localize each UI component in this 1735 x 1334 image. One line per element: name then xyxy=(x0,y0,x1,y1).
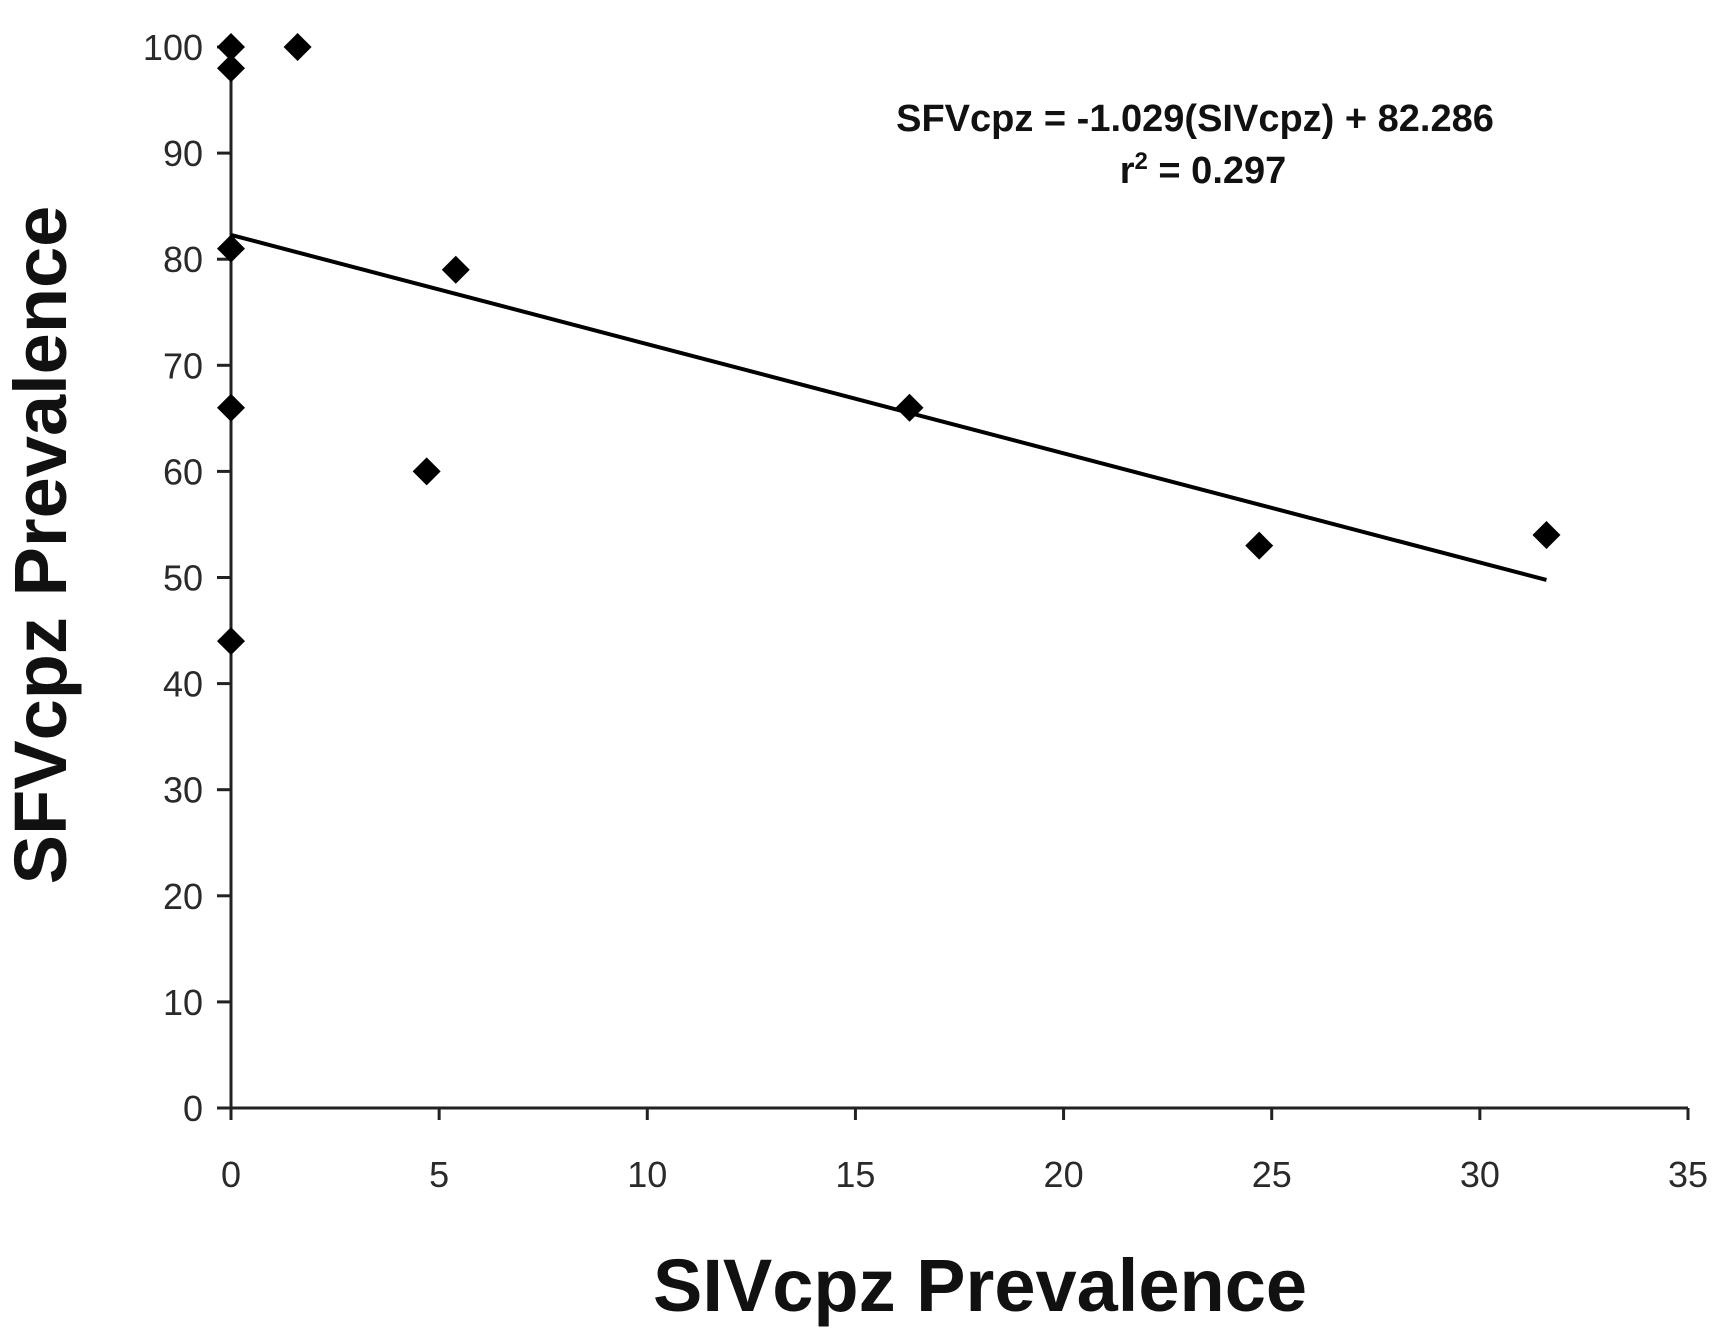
r-squared-value: = 0.297 xyxy=(1148,150,1286,192)
data-point xyxy=(1532,521,1561,550)
data-point xyxy=(217,234,245,263)
x-axis-ticks: 0 5 10 15 20 25 30 35 xyxy=(221,1108,1708,1195)
regression-trendline xyxy=(230,233,1547,582)
x-tick-label: 10 xyxy=(627,1154,667,1195)
r-squared-label: r2 = 0.297 xyxy=(1120,148,1287,192)
y-tick-label: 60 xyxy=(163,451,203,492)
x-tick-label: 20 xyxy=(1044,1154,1084,1195)
data-point xyxy=(217,54,245,83)
data-point xyxy=(412,457,441,486)
data-point xyxy=(217,627,245,656)
y-tick-label: 50 xyxy=(163,558,203,599)
y-tick-label: 40 xyxy=(163,664,203,705)
y-tick-label: 70 xyxy=(163,345,203,386)
x-tick-label: 35 xyxy=(1668,1154,1708,1195)
regression-equation: SFVcpz = -1.029(SIVcpz) + 82.286 xyxy=(896,98,1494,140)
y-tick-label: 20 xyxy=(163,876,203,917)
trendline-group xyxy=(230,233,1547,582)
y-tick-label: 10 xyxy=(163,982,203,1023)
y-axis-title: SFVcpz Prevalence xyxy=(0,206,82,885)
data-point xyxy=(283,33,312,61)
x-tick-label: 25 xyxy=(1252,1154,1292,1195)
data-point xyxy=(895,393,924,422)
data-point xyxy=(217,33,245,61)
axes xyxy=(229,47,1688,1110)
data-point xyxy=(441,255,470,284)
y-tick-label: 100 xyxy=(143,27,203,68)
x-tick-label: 0 xyxy=(221,1154,241,1195)
y-tick-label: 90 xyxy=(163,133,203,174)
x-tick-label: 5 xyxy=(429,1154,449,1195)
r-squared-exponent: 2 xyxy=(1135,148,1148,175)
r-squared-prefix: r xyxy=(1120,150,1135,192)
data-point xyxy=(1245,531,1274,560)
x-axis-title: SIVcpz Prevalence xyxy=(653,1244,1307,1327)
data-point xyxy=(217,393,245,422)
y-axis-ticks: 0 10 20 30 40 50 60 70 80 90 100 xyxy=(143,27,231,1129)
y-tick-label: 30 xyxy=(163,770,203,811)
data-points xyxy=(217,33,1561,656)
x-tick-label: 30 xyxy=(1460,1154,1500,1195)
y-tick-label: 0 xyxy=(183,1088,203,1129)
y-tick-label: 80 xyxy=(163,239,203,280)
x-tick-label: 15 xyxy=(835,1154,875,1195)
